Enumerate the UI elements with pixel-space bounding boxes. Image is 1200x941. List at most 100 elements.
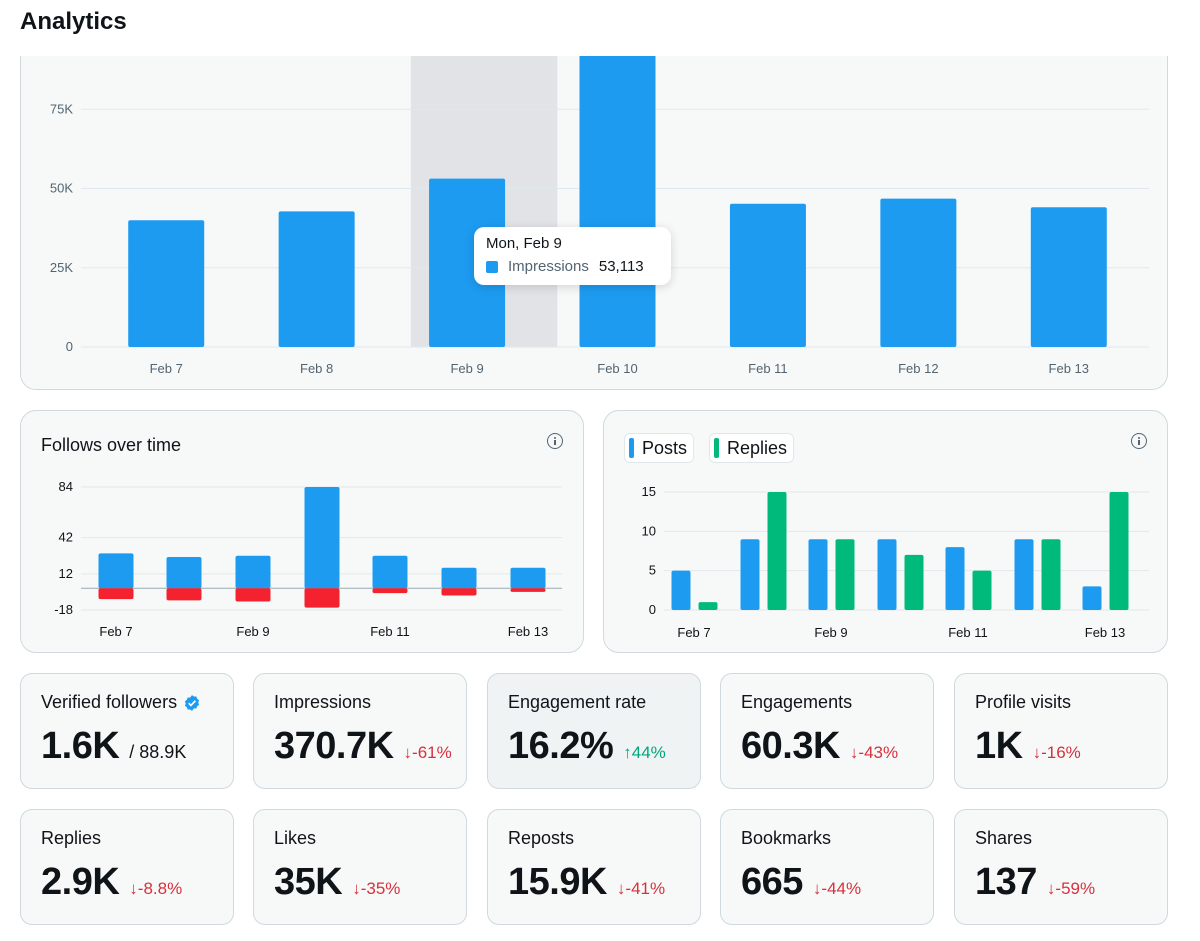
bar-follows xyxy=(510,567,546,589)
stat-impressions[interactable]: Impressions 370.7K ↓-61% xyxy=(253,673,467,789)
bar xyxy=(1030,207,1107,347)
arrow-up-icon: ↑ xyxy=(623,743,632,762)
stat-label: Engagement rate xyxy=(508,692,647,712)
stat-verified-followers[interactable]: Verified followers 1.6K / 88.9K xyxy=(20,673,234,789)
bar-posts xyxy=(1014,539,1034,610)
y-tick-label: 10 xyxy=(642,523,656,538)
stat-value: 35K xyxy=(274,861,343,903)
arrow-down-icon: ↓ xyxy=(352,879,361,898)
tooltip-series-label: Impressions xyxy=(508,258,589,275)
bar-posts xyxy=(808,539,828,610)
tooltip-date: Mon, Feb 9 xyxy=(486,235,562,252)
bar-unfollows xyxy=(98,588,134,600)
arrow-down-icon: ↓ xyxy=(403,743,413,762)
stat-change: ↓-59% xyxy=(1046,879,1096,898)
bar xyxy=(880,198,957,347)
bar-unfollows xyxy=(372,588,408,594)
stat-change: ↓-8.8% xyxy=(129,879,183,898)
stat-engagement-rate[interactable]: Engagement rate 16.2% ↑44% xyxy=(487,673,701,789)
bar-replies xyxy=(835,539,855,610)
stat-label: Reposts xyxy=(508,828,575,848)
stat-profile-visits[interactable]: Profile visits 1K ↓-16% xyxy=(954,673,1168,789)
stat-value: 1K xyxy=(975,725,1023,767)
follows-chart[interactable]: 84 42 12 -18 Feb 7 Feb 9 Feb 11 Feb 13 xyxy=(21,411,584,653)
y-tick-label: 12 xyxy=(59,566,73,581)
x-tick-label: Feb 13 xyxy=(1049,361,1089,376)
legend-posts-label: Posts xyxy=(642,437,688,458)
stat-label: Replies xyxy=(41,828,102,848)
bar-replies xyxy=(1109,492,1129,610)
x-tick-label: Feb 11 xyxy=(948,625,988,640)
impressions-chart-card: 0 25K 50K 75K Feb 7 Feb 8 Feb 9 Feb 10 Feb 11 Feb… xyxy=(20,40,1168,390)
legend-replies[interactable]: Replies xyxy=(709,433,795,463)
tooltip-value: 53,113 xyxy=(598,258,644,275)
arrow-down-icon: ↓ xyxy=(1046,879,1056,898)
arrow-down-icon: ↓ xyxy=(616,879,626,898)
stat-bookmarks[interactable]: Bookmarks 665 ↓-44% xyxy=(720,809,934,925)
posts-replies-chart[interactable]: 0 5 10 15 Feb 7 Feb 9 Feb 11 Feb 13 xyxy=(604,411,1168,653)
stat-change: ↓-35% xyxy=(352,879,401,898)
stat-change: ↑44% xyxy=(623,743,666,762)
stat-value: 60.3K xyxy=(741,725,840,767)
bar-replies xyxy=(904,554,924,610)
y-tick-label: 0 xyxy=(66,339,73,354)
x-tick-label: Feb 13 xyxy=(508,624,548,639)
y-tick-label: 5 xyxy=(649,563,656,578)
stat-value: 15.9K xyxy=(508,861,607,903)
stat-value: 16.2% xyxy=(508,725,614,767)
posts-swatch xyxy=(629,438,634,458)
bar-replies xyxy=(767,492,787,610)
bar-follows xyxy=(372,555,408,589)
bar-unfollows xyxy=(166,588,202,601)
x-tick-label: Feb 10 xyxy=(597,361,637,376)
stat-likes[interactable]: Likes 35K ↓-35% xyxy=(253,809,467,925)
arrow-down-icon: ↓ xyxy=(1032,743,1042,762)
bar xyxy=(128,220,205,347)
info-icon[interactable] xyxy=(547,433,563,449)
bar xyxy=(729,203,806,347)
stat-sub: / 88.9K xyxy=(129,742,187,762)
x-tick-label: Feb 9 xyxy=(236,624,269,639)
legend-posts[interactable]: Posts xyxy=(624,433,695,463)
stat-label: Impressions xyxy=(274,692,372,712)
y-tick-label: 42 xyxy=(59,530,73,545)
stat-value: 370.7K xyxy=(274,725,394,767)
stat-reposts[interactable]: Reposts 15.9K ↓-41% xyxy=(487,809,701,925)
y-tick-label: 50K xyxy=(50,181,73,196)
verified-badge-icon xyxy=(185,694,200,711)
bar-posts xyxy=(877,539,897,610)
arrow-down-icon: ↓ xyxy=(812,879,822,898)
bar-unfollows xyxy=(235,588,271,602)
stat-change: ↓-16% xyxy=(1032,743,1081,762)
bar xyxy=(429,178,506,347)
x-tick-label: Feb 11 xyxy=(370,624,410,639)
x-tick-label: Feb 12 xyxy=(898,361,938,376)
stat-change: ↓-61% xyxy=(403,743,452,762)
stat-value: 665 xyxy=(741,861,803,903)
stat-label: Profile visits xyxy=(975,692,1072,712)
x-tick-label: Feb 7 xyxy=(677,625,710,640)
bar-posts xyxy=(671,570,691,610)
y-tick-label: 25K xyxy=(50,260,73,275)
page-header: Analytics xyxy=(0,0,1200,56)
x-tick-label: Feb 8 xyxy=(300,361,333,376)
impressions-chart[interactable]: 0 25K 50K 75K Feb 7 Feb 8 Feb 9 Feb 10 Feb 11 Feb… xyxy=(21,40,1168,390)
stat-change: ↓-44% xyxy=(812,879,862,898)
x-tick-label: Feb 13 xyxy=(1085,625,1125,640)
stat-change: ↓-41% xyxy=(616,879,666,898)
arrow-down-icon: ↓ xyxy=(849,743,859,762)
stat-label: Likes xyxy=(274,828,317,848)
stat-replies[interactable]: Replies 2.9K ↓-8.8% xyxy=(20,809,234,925)
info-icon[interactable] xyxy=(1131,433,1147,449)
stat-label: Shares xyxy=(975,828,1033,848)
stat-engagements[interactable]: Engagements 60.3K ↓-43% xyxy=(720,673,934,789)
bar-follows xyxy=(98,553,134,589)
stat-shares[interactable]: Shares 137 ↓-59% xyxy=(954,809,1168,925)
x-tick-label: Feb 11 xyxy=(748,361,788,376)
stat-label: Bookmarks xyxy=(741,828,832,848)
arrow-down-icon: ↓ xyxy=(129,879,138,898)
bar-replies xyxy=(698,602,718,610)
bar xyxy=(579,52,656,347)
bar-follows xyxy=(166,556,202,589)
stat-label: Verified followers xyxy=(41,692,178,712)
